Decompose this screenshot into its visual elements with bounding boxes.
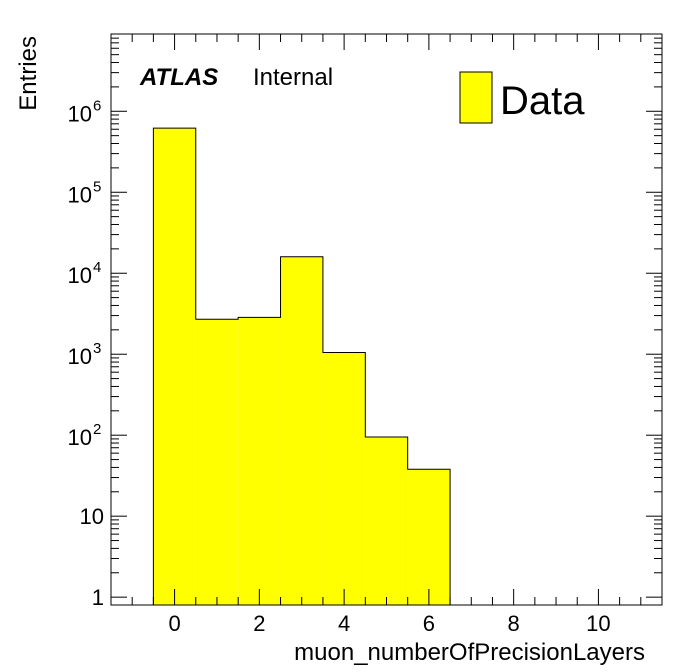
axis-ticks [110,33,663,605]
y-tick-label-exponent: 3 [93,340,101,357]
x-tick-label: 0 [168,611,180,636]
x-tick-label: 8 [508,611,520,636]
histogram-bar-5 [365,436,408,605]
y-tick-label-exponent: 6 [93,97,101,114]
histogram-bar-0 [153,128,196,605]
histogram-bars [152,127,451,605]
y-tick-label: 10 [68,344,92,369]
y-tick-label-exponent: 4 [93,259,101,276]
histogram-bar-3 [280,256,323,605]
y-tick-label: 10 [68,425,92,450]
histogram-bar-4 [322,352,366,605]
x-axis-label: muon_numberOfPrecisionLayers [294,639,645,666]
histogram-bar-6 [407,469,451,605]
y-tick-label: 10 [68,182,92,207]
x-tick-label: 4 [338,611,350,636]
y-tick-label: 10 [68,263,92,288]
legend-swatch [459,71,493,124]
histogram-bar-2 [238,317,281,605]
y-tick-label: 1 [92,585,104,610]
x-tick-label: 10 [586,611,610,636]
x-tick-label: 6 [423,611,435,636]
y-tick-label-exponent: 5 [93,178,101,195]
y-axis-label: Entries [15,36,42,111]
legend: Data [459,71,585,124]
atlas-label: ATLAS Internal [139,64,333,91]
y-tick-label: 10 [68,101,92,126]
histogram-bar-1 [195,319,239,605]
x-tick-labels: 0 2 4 6 8 10 [168,611,610,636]
legend-label: Data [500,79,585,123]
x-tick-label: 2 [253,611,265,636]
atlas-label-bold: ATLAS [139,64,218,91]
histogram-outline [152,127,451,605]
atlas-label-internal: Internal [253,64,333,91]
y-tick-label: 10 [80,504,104,529]
y-tick-label-exponent: 2 [93,421,101,438]
